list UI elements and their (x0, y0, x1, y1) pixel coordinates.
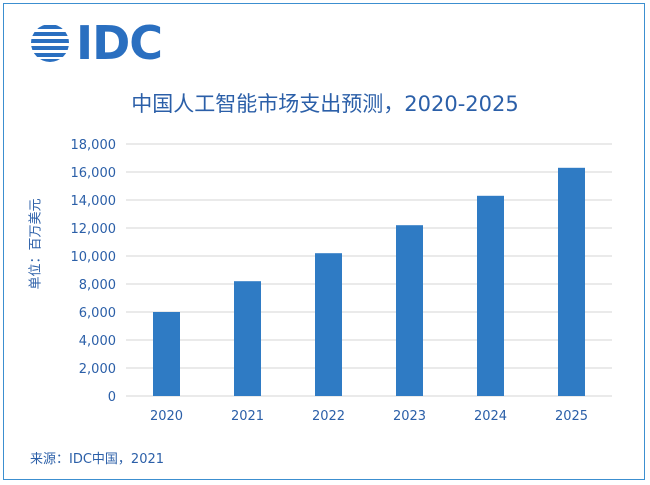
y-tick-label: 16,000 (71, 166, 117, 181)
y-tick-label: 18,000 (71, 138, 117, 153)
bar (234, 281, 261, 396)
bar (153, 312, 180, 396)
bar (558, 167, 585, 396)
y-tick-label: 2,000 (79, 362, 116, 377)
source-note: 来源：IDC中国，2021 (30, 452, 165, 467)
x-tick-label: 2022 (312, 409, 345, 424)
x-tick-label: 2020 (150, 409, 183, 424)
globe-icon (31, 25, 69, 62)
bar (315, 253, 342, 396)
y-tick-label: 14,000 (71, 194, 117, 209)
chart-frame (3, 3, 645, 480)
x-tick-label: 2021 (231, 409, 264, 424)
y-tick-label: 4,000 (79, 334, 116, 349)
chart-title: 中国人工智能市场支出预测，2020-2025 (131, 92, 519, 116)
bar (477, 195, 504, 396)
idc-logo: IDC (30, 16, 163, 70)
y-tick-label: 8,000 (79, 278, 116, 293)
x-tick-label: 2023 (393, 409, 426, 424)
y-tick-label: 0 (108, 390, 116, 405)
x-tick-label: 2024 (474, 409, 507, 424)
y-tick-label: 6,000 (79, 306, 116, 321)
logo-text: IDC (76, 16, 163, 70)
x-tick-label: 2025 (555, 409, 588, 424)
bar (396, 225, 423, 396)
y-tick-label: 10,000 (71, 250, 117, 265)
y-tick-label: 12,000 (71, 222, 117, 237)
